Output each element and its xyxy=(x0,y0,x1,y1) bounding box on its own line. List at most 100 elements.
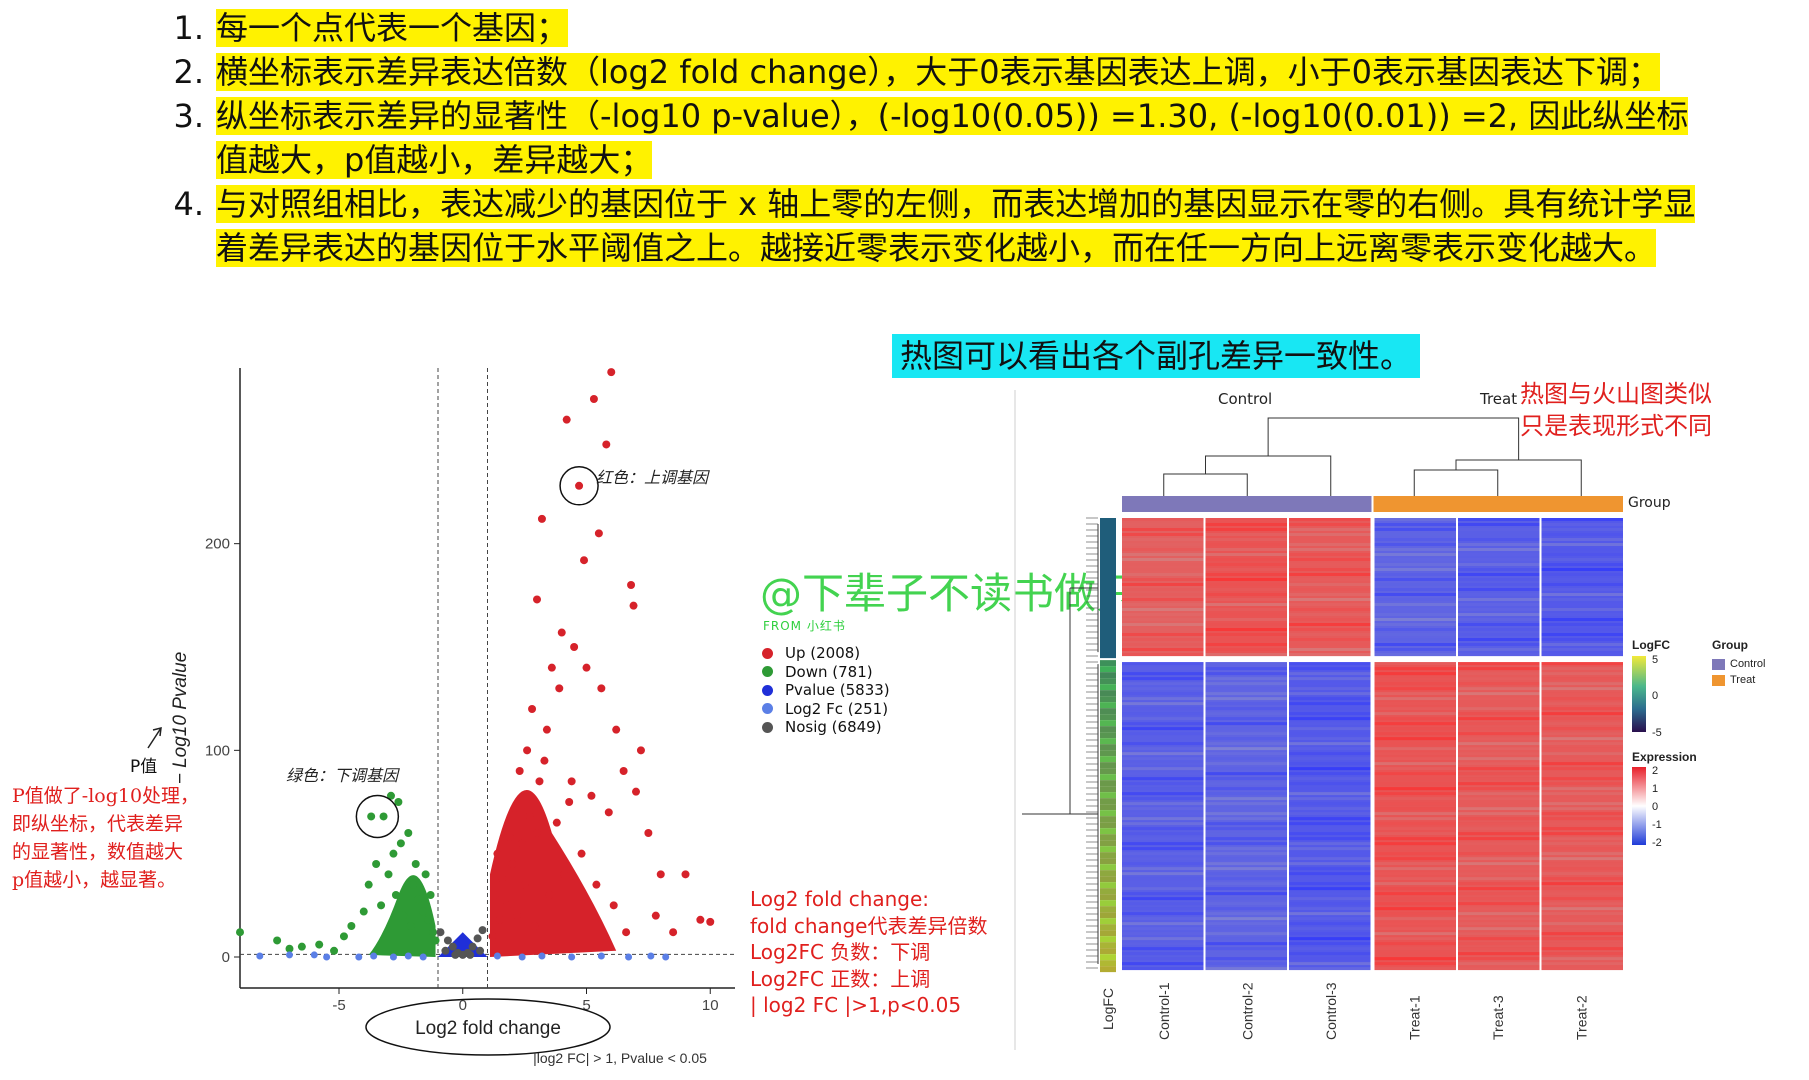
logfc-annotation-cell xyxy=(1100,756,1116,763)
legend-item-down: Down (781) xyxy=(762,663,890,682)
heatmap-row-stripe xyxy=(1541,967,1623,971)
heatmap-row-stripe xyxy=(1374,677,1456,681)
heatmap-row-stripe xyxy=(1541,872,1623,876)
up-point xyxy=(594,529,603,538)
heatmap-row-stripe xyxy=(1541,822,1623,826)
heatmap-row-stripe xyxy=(1289,757,1371,761)
heatmap-row-stripe xyxy=(1289,862,1371,866)
heatmap-row-stripe xyxy=(1458,882,1540,886)
heatmap-row-stripe xyxy=(1289,832,1371,836)
heatmap-row-stripe xyxy=(1374,932,1456,936)
heatmap-row-stripe xyxy=(1541,832,1623,836)
heatmap-row-stripe xyxy=(1289,922,1371,926)
heatmap-row-stripe xyxy=(1205,638,1287,641)
heatmap-row-stripe xyxy=(1541,952,1623,956)
heatmap-row-stripe xyxy=(1289,897,1371,901)
heatmap-row-stripe xyxy=(1374,827,1456,831)
heatmap-row-stripe xyxy=(1205,937,1287,941)
up-point xyxy=(533,829,541,837)
heatmap-column-label: Treat-2 xyxy=(1573,995,1589,1040)
heatmap-row-stripe xyxy=(1289,767,1371,771)
heatmap-row-stripe xyxy=(1122,847,1204,851)
legend-logfc-title: LogFC xyxy=(1632,638,1670,652)
heatmap-row-stripe xyxy=(1458,687,1540,691)
heatmap-row-stripe xyxy=(1122,872,1204,876)
heatmap-row-stripe xyxy=(1122,802,1204,806)
heatmap-row-stripe xyxy=(1374,732,1456,736)
heatmap-row-stripe xyxy=(1458,588,1540,591)
x-label-ellipse xyxy=(365,998,611,1056)
heatmap-row-stripe xyxy=(1122,727,1204,731)
heatmap-row-stripe xyxy=(1205,623,1287,626)
heatmap-row-stripe xyxy=(1122,822,1204,826)
heatmap-row-stripe xyxy=(1458,598,1540,601)
down-point xyxy=(339,932,348,941)
heatmap-row-stripe xyxy=(1205,742,1287,746)
down-point xyxy=(273,936,282,945)
heatmap-row-stripe xyxy=(1458,777,1540,781)
column-dendrogram xyxy=(1205,455,1332,496)
heatmap-row-stripe xyxy=(1205,518,1287,521)
heatmap-row-stripe xyxy=(1374,697,1456,701)
heatmap-row-stripe xyxy=(1122,812,1204,816)
heatmap-row-stripe xyxy=(1289,847,1371,851)
up-point xyxy=(681,870,690,879)
group-bar-control xyxy=(1122,496,1372,512)
heatmap-row-stripe xyxy=(1122,672,1204,676)
heatmap-cell-block xyxy=(1541,662,1623,970)
heatmap-row-stripe xyxy=(1458,892,1540,896)
heatmap-row-stripe xyxy=(1458,747,1540,751)
heatmap-row-stripe xyxy=(1541,722,1623,726)
legend-logfc-bar xyxy=(1632,656,1646,732)
heatmap-row-stripe xyxy=(1541,882,1623,886)
heatmap-row-stripe xyxy=(1205,578,1287,581)
heatmap-row-stripe xyxy=(1122,737,1204,741)
heatmap-row-stripe xyxy=(1205,962,1287,966)
nosig-point xyxy=(468,942,477,951)
heatmap-row-stripe xyxy=(1205,792,1287,796)
note-text: 与对照组相比，表达减少的基因位于 x 轴上零的左侧，而表达增加的基因显示在零的右… xyxy=(216,185,1696,267)
heatmap-row-stripe xyxy=(1205,672,1287,676)
down-point xyxy=(431,936,440,945)
heatmap-row-stripe xyxy=(1541,787,1623,791)
heatmap-row-stripe xyxy=(1541,957,1623,961)
heatmap-row-stripe xyxy=(1458,807,1540,811)
heatmap-row-stripe xyxy=(1122,867,1204,871)
heatmap-row-stripe xyxy=(1374,922,1456,926)
heatmap-row-stripe xyxy=(1289,633,1371,636)
heatmap-row-stripe xyxy=(1122,882,1204,886)
heatmap-column-label: Control-1 xyxy=(1156,982,1172,1040)
nosig-point xyxy=(478,926,487,935)
heatmap-row-stripe xyxy=(1122,957,1204,961)
log2fc-point xyxy=(625,953,633,961)
heatmap-row-stripe xyxy=(1458,707,1540,711)
heatmap-row-stripe xyxy=(1458,533,1540,536)
heatmap-row-stripe xyxy=(1289,787,1371,791)
log2fc-point xyxy=(256,952,264,960)
heatmap-row-stripe xyxy=(1458,967,1540,971)
heatmap-row-stripe xyxy=(1541,767,1623,771)
heatmap-row-stripe xyxy=(1205,687,1287,691)
heatmap-row-stripe xyxy=(1122,717,1204,721)
log2fc-point xyxy=(310,951,318,959)
heatmap-row-stripe xyxy=(1205,717,1287,721)
heatmap-row-stripe xyxy=(1122,862,1204,866)
logfc-annotation-cell xyxy=(1100,924,1116,931)
down-point xyxy=(429,928,438,937)
heatmap-row-stripe xyxy=(1205,613,1287,616)
heatmap-row-stripe xyxy=(1541,667,1623,671)
heatmap-row-stripe xyxy=(1458,847,1540,851)
heatmap-row-stripe xyxy=(1205,857,1287,861)
legend-expression-tick: 1 xyxy=(1652,783,1659,795)
x-tick-label: 5 xyxy=(582,997,590,1014)
heatmap-row-stripe xyxy=(1458,952,1540,956)
up-point xyxy=(542,725,551,734)
heatmap-row-stripe xyxy=(1205,827,1287,831)
up-point xyxy=(540,756,549,765)
log2fc-point xyxy=(568,953,576,961)
up-point xyxy=(515,767,524,775)
heatmap-row-stripe xyxy=(1541,862,1623,866)
logfc-annotation-cell xyxy=(1100,750,1116,757)
heatmap-column-label: Control-2 xyxy=(1239,982,1255,1040)
heatmap-row-stripe xyxy=(1205,932,1287,936)
